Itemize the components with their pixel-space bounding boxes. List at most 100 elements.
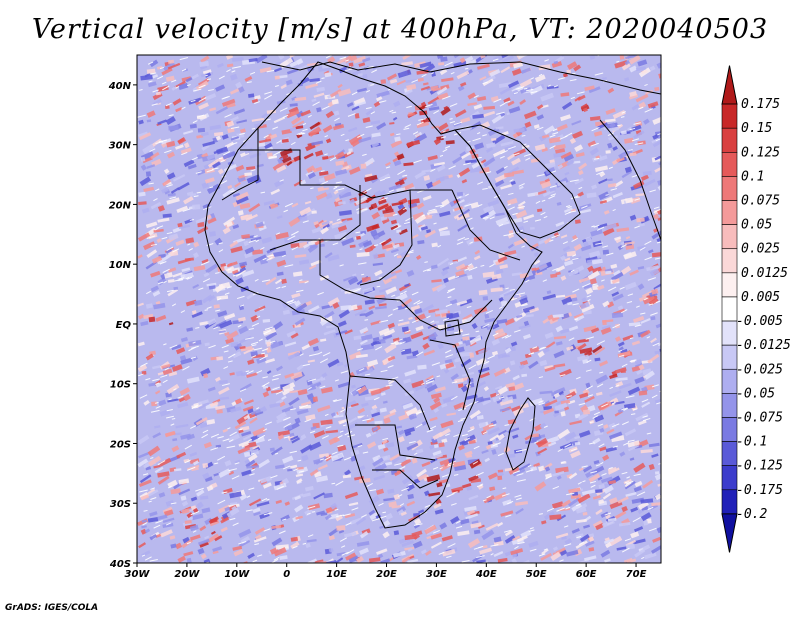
- field-highlight: [271, 378, 279, 381]
- field-speckle: [495, 167, 505, 175]
- field-speckle: [383, 271, 397, 281]
- field-speckle: [512, 169, 525, 175]
- field-highlight: [309, 353, 318, 357]
- field-speckle: [579, 347, 593, 354]
- field-highlight: [636, 491, 646, 497]
- field-speckle: [459, 518, 470, 525]
- field-speckle: [599, 200, 607, 204]
- field-speckle: [226, 221, 233, 228]
- field-speckle: [376, 295, 387, 305]
- field-speckle: [605, 541, 612, 549]
- field-speckle: [417, 364, 427, 370]
- field-speckle: [550, 273, 558, 279]
- field-highlight: [256, 370, 263, 374]
- field-speckle: [482, 296, 489, 301]
- field-highlight: [399, 341, 406, 345]
- field-speckle: [228, 470, 235, 476]
- field-highlight: [257, 434, 266, 440]
- field-highlight: [281, 254, 286, 258]
- lon-label: 20W: [174, 569, 200, 580]
- field-speckle: [574, 435, 582, 440]
- field-speckle: [529, 346, 540, 354]
- field-highlight: [376, 285, 381, 288]
- field-speckle: [605, 108, 616, 115]
- field-speckle: [244, 172, 253, 177]
- field-speckle: [430, 85, 439, 91]
- field-highlight: [516, 497, 522, 501]
- field-speckle: [192, 283, 200, 289]
- field-speckle: [504, 530, 513, 537]
- field-highlight: [523, 220, 529, 223]
- field-speckle: [433, 396, 441, 404]
- field-highlight: [163, 280, 167, 284]
- field-speckle: [224, 331, 230, 336]
- lat-label: 30S: [110, 499, 131, 510]
- field-highlight: [260, 246, 265, 250]
- field-speckle: [539, 422, 547, 429]
- field-speckle: [467, 538, 481, 549]
- field-highlight: [582, 480, 586, 483]
- field-highlight: [206, 78, 212, 81]
- field-highlight: [549, 239, 554, 242]
- field-speckle: [294, 317, 306, 326]
- field-speckle: [147, 445, 161, 457]
- field-speckle: [440, 269, 449, 277]
- field-speckle: [598, 499, 605, 505]
- field-speckle: [307, 359, 316, 363]
- field-speckle: [383, 328, 396, 337]
- field-highlight: [609, 386, 614, 390]
- field-speckle: [441, 403, 448, 408]
- field-speckle: [372, 457, 384, 467]
- field-speckle: [634, 480, 643, 488]
- field-speckle: [148, 382, 156, 387]
- field-speckle: [337, 88, 352, 97]
- field-speckle: [204, 93, 217, 101]
- field-speckle: [654, 471, 660, 475]
- field-speckle: [457, 85, 465, 92]
- field-speckle: [368, 495, 380, 506]
- field-speckle: [422, 82, 429, 86]
- field-highlight: [467, 428, 474, 433]
- lon-label: 50E: [526, 569, 547, 580]
- field-speckle: [551, 501, 564, 509]
- field-speckle: [433, 444, 439, 449]
- field-speckle: [620, 130, 627, 135]
- field-speckle: [361, 402, 369, 408]
- field-highlight: [534, 219, 542, 222]
- field-speckle: [534, 481, 547, 492]
- grads-credit: GrADS: IGES/COLA: [5, 603, 99, 613]
- field-speckle: [158, 399, 167, 407]
- field-speckle: [356, 251, 370, 258]
- field-speckle: [588, 533, 595, 538]
- field-speckle: [272, 339, 278, 345]
- field-speckle: [591, 266, 602, 274]
- field-speckle: [382, 208, 394, 214]
- field-highlight: [192, 341, 196, 344]
- field-speckle: [137, 341, 145, 347]
- field-highlight: [325, 426, 332, 429]
- colorbar-segment: [721, 393, 738, 418]
- field-speckle: [143, 313, 154, 320]
- field-speckle: [493, 331, 506, 339]
- field-highlight: [384, 176, 391, 180]
- field-speckle: [173, 468, 182, 472]
- field-highlight: [284, 264, 294, 268]
- field-speckle: [406, 442, 419, 451]
- field-speckle: [496, 318, 508, 325]
- field-speckle: [475, 381, 486, 388]
- field-speckle: [600, 549, 611, 558]
- field-highlight: [190, 356, 197, 360]
- colorbar-segment: [721, 417, 738, 442]
- field-speckle: [384, 205, 393, 212]
- field-highlight: [263, 428, 268, 432]
- field-speckle: [246, 372, 258, 378]
- field-speckle: [438, 226, 448, 232]
- field-speckle: [313, 92, 325, 98]
- field-highlight: [621, 471, 628, 475]
- field-highlight: [361, 514, 367, 518]
- field-speckle: [281, 128, 292, 135]
- field-speckle: [646, 265, 660, 272]
- field-speckle: [532, 433, 540, 438]
- field-speckle: [553, 392, 560, 399]
- field-speckle: [401, 326, 409, 333]
